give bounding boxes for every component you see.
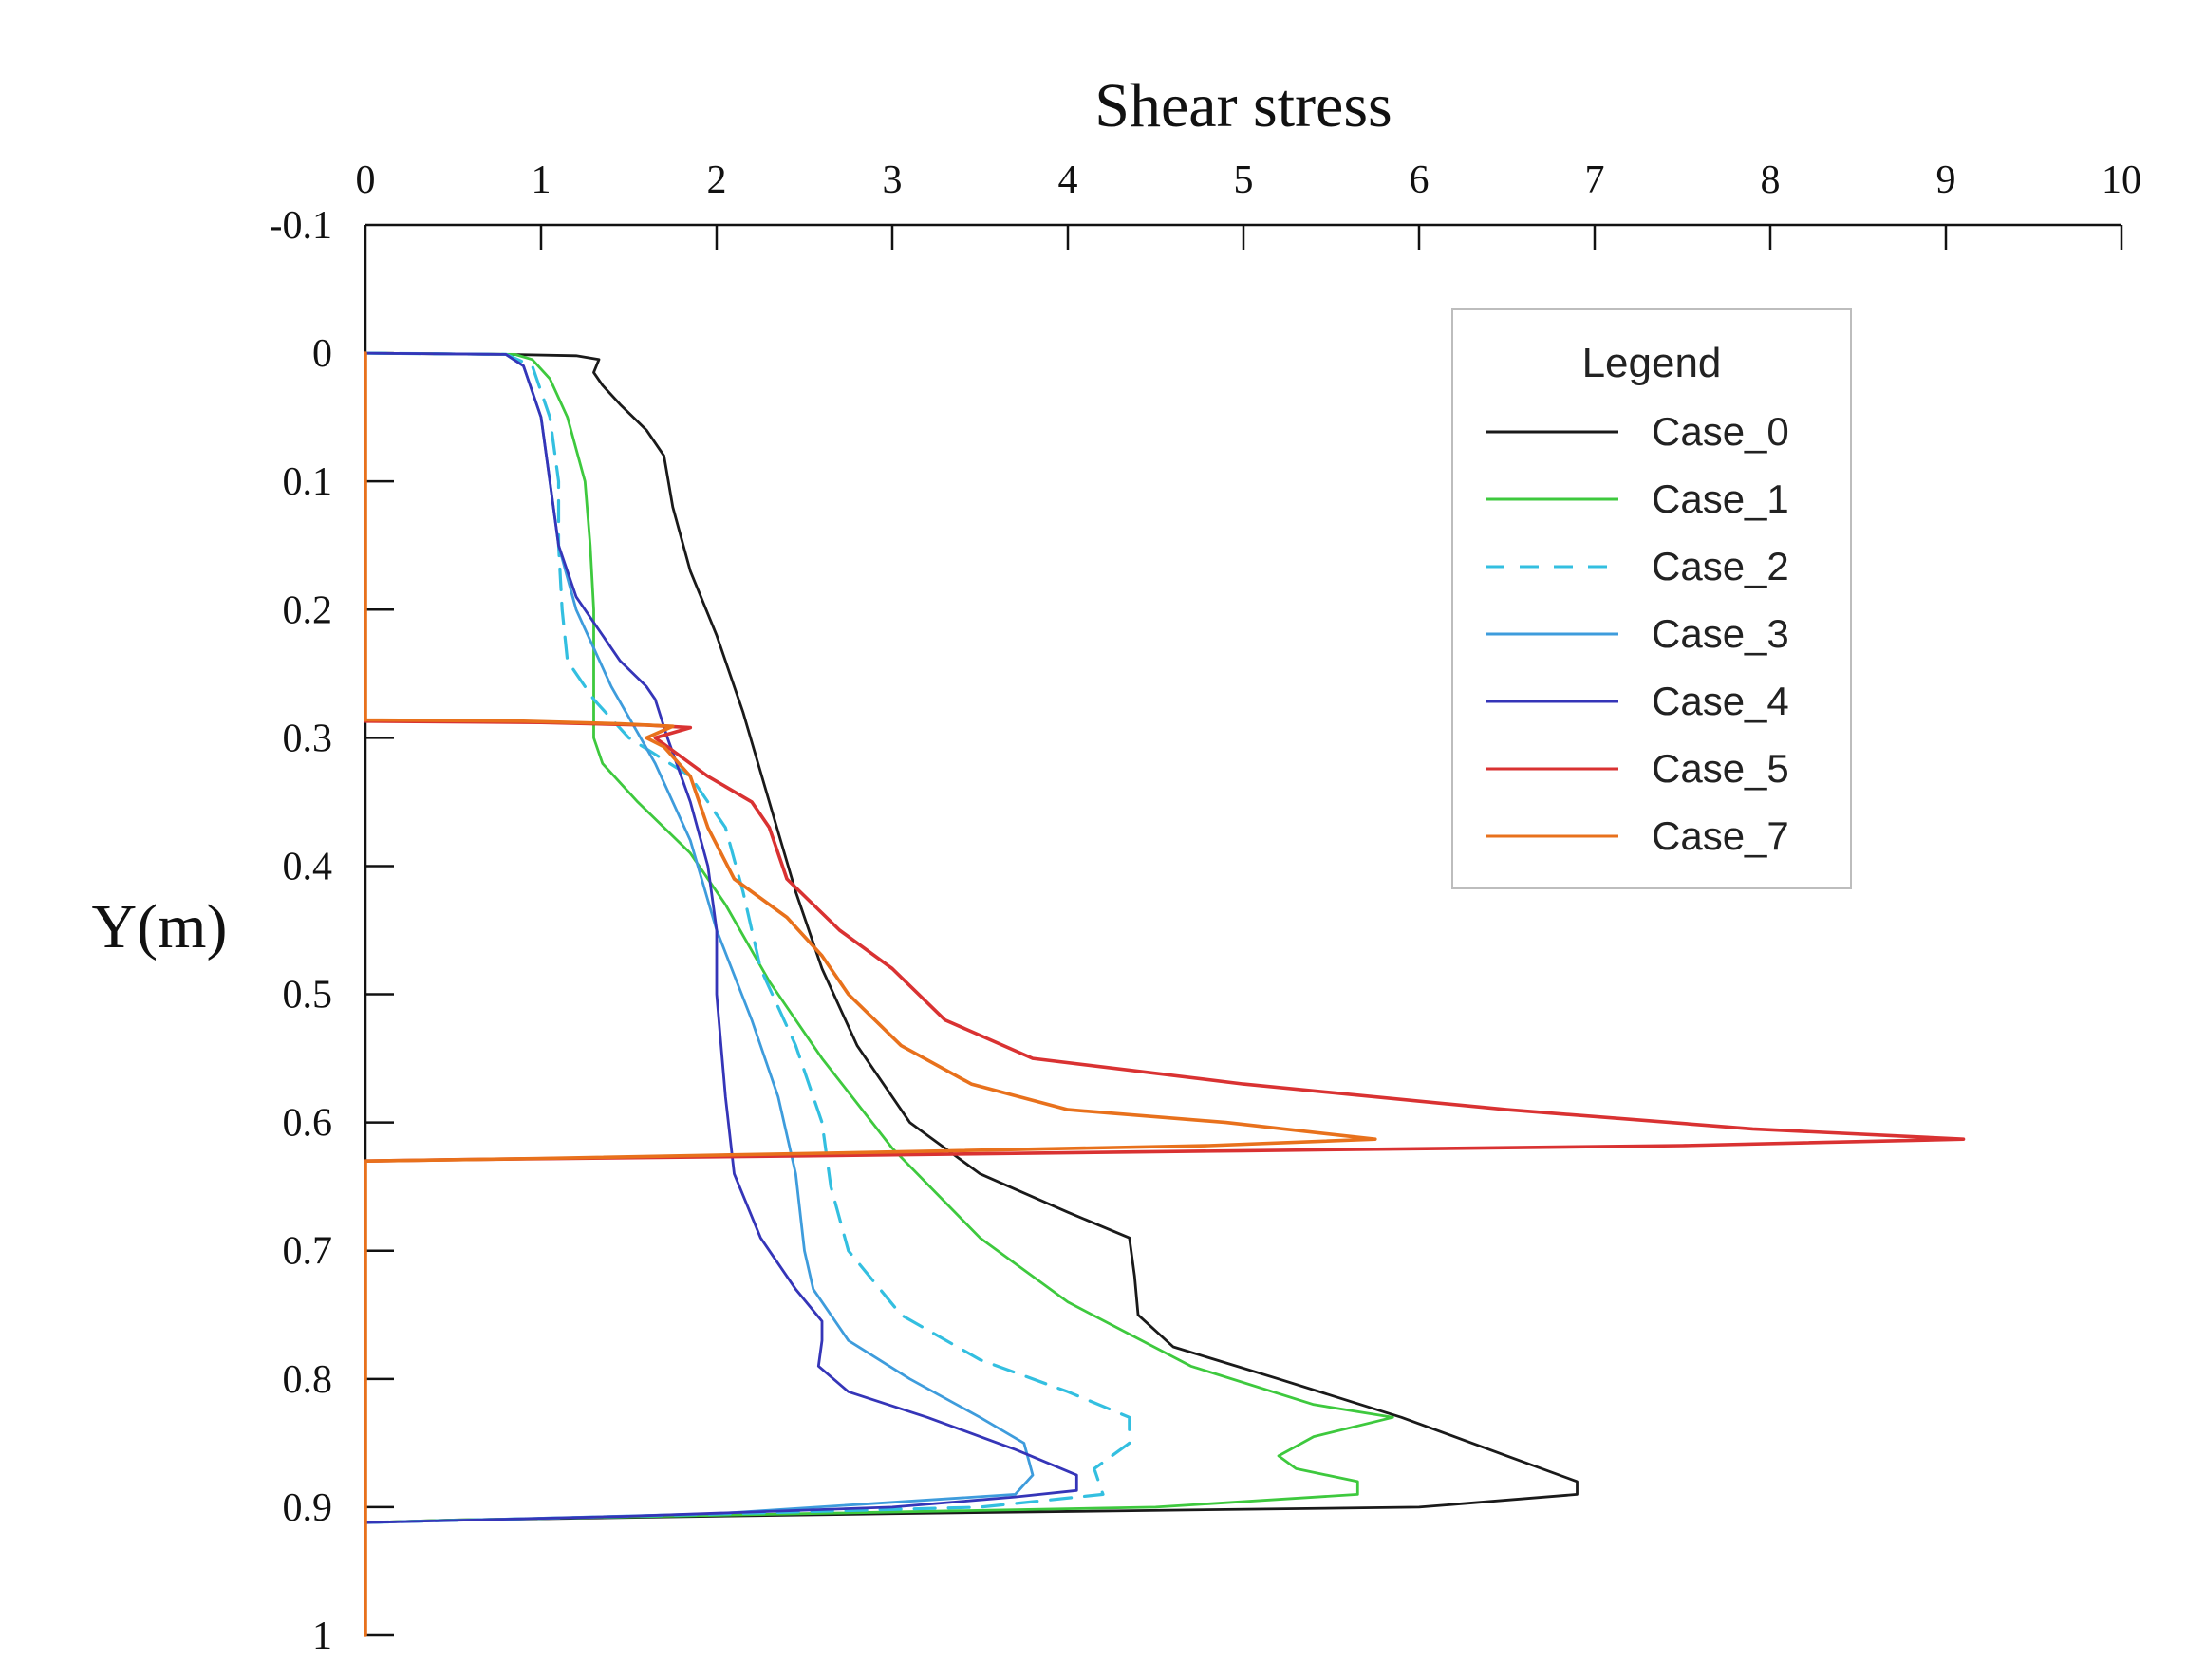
- x-tick-label: 10: [2102, 159, 2141, 202]
- y-tick-label: 0.8: [283, 1358, 333, 1402]
- legend-label: Case_3: [1652, 611, 1789, 656]
- legend-title: Legend: [1582, 340, 1722, 386]
- x-tick-label: 5: [1234, 159, 1254, 202]
- y-tick-label: 0.9: [283, 1486, 333, 1530]
- y-tick-label: 0.3: [283, 717, 333, 760]
- x-tick-label: 6: [1410, 159, 1430, 202]
- y-ticks: -0.1 0 0.1 0.2 0.3 0.4 0.5 0.6 0.7 0.8 0.9 1: [270, 204, 394, 1658]
- y-tick-label: 0.1: [283, 460, 333, 504]
- x-tick-label: 0: [356, 159, 376, 202]
- legend-box: [1451, 308, 1852, 889]
- legend-label: Case_5: [1652, 746, 1789, 791]
- legend: Legend Case_0Case_1Case_2Case_3Case_4Cas…: [1451, 308, 1852, 889]
- series-line-case-1: [364, 351, 1394, 1524]
- legend-label: Case_4: [1652, 679, 1789, 723]
- y-axis-label: Y(m): [92, 892, 228, 961]
- legend-label: Case_0: [1652, 409, 1789, 454]
- x-ticks: 0 1 2 3 4 5 6 7 8 9 10: [356, 159, 2141, 250]
- series-layer: [364, 351, 1966, 1637]
- y-tick-label: 0.7: [283, 1230, 333, 1274]
- x-tick-label: 1: [532, 159, 551, 202]
- x-tick-label: 9: [1936, 159, 1956, 202]
- series-line-case-3: [364, 351, 1035, 1524]
- x-tick-label: 3: [883, 159, 903, 202]
- legend-label: Case_2: [1652, 544, 1789, 588]
- y-tick-label: 0: [312, 332, 332, 376]
- series-line-case-5: [364, 719, 1966, 1163]
- x-tick-label: 7: [1585, 159, 1605, 202]
- series-line-case-7: [364, 351, 1377, 1637]
- x-tick-label: 2: [707, 159, 727, 202]
- x-tick-label: 8: [1761, 159, 1781, 202]
- legend-entries: Case_0 Case_1 Case_2 Case_3 Case_4 Case_5 Case…: [1486, 409, 1789, 858]
- series-line-case-4: [364, 351, 1078, 1524]
- series-line-case-0: [364, 351, 1579, 1524]
- y-tick-label: 0.6: [283, 1102, 333, 1146]
- legend-label: Case_1: [1652, 476, 1789, 521]
- axes: [364, 223, 2121, 1635]
- series-line-case-2: [364, 351, 1131, 1524]
- chart-title: Shear stress: [1094, 71, 1392, 140]
- y-tick-label: 0.5: [283, 974, 333, 1017]
- y-tick-label: 0.4: [283, 845, 333, 888]
- y-tick-label: -0.1: [270, 204, 333, 248]
- y-tick-label: 1: [312, 1615, 332, 1658]
- y-tick-label: 0.2: [283, 588, 333, 632]
- legend-label: Case_7: [1652, 813, 1789, 858]
- x-tick-label: 4: [1058, 159, 1078, 202]
